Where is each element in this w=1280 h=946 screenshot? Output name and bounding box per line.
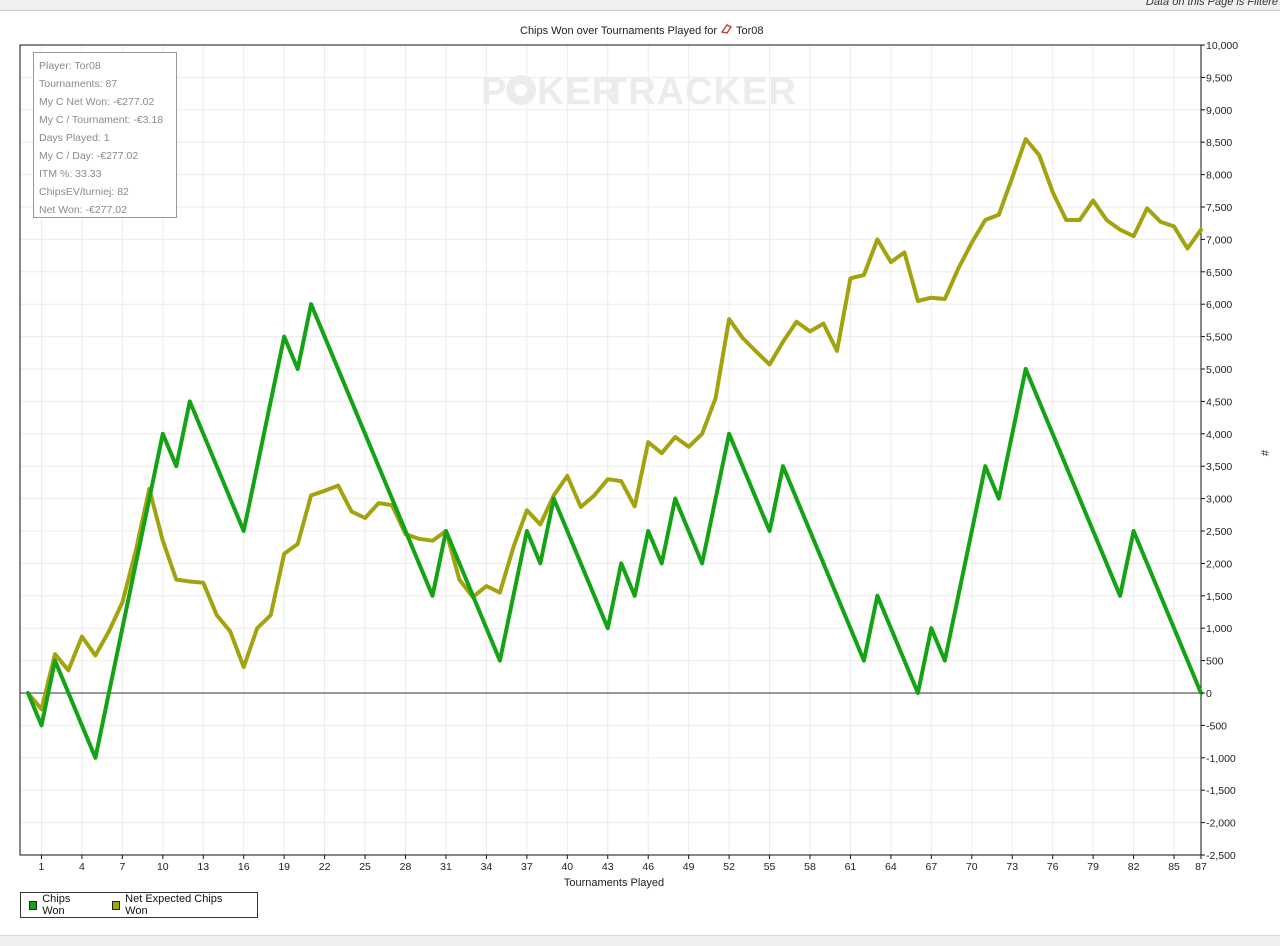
y-tick-label: 0 [1206,688,1212,700]
y-tick-label: 10,000 [1206,40,1238,52]
y-tick-label: 8,500 [1206,137,1232,149]
poker-chip-icon [506,75,536,105]
y-tick-label: 1,500 [1206,591,1232,603]
x-tick-label: 22 [319,861,331,873]
x-tick-label: 79 [1087,861,1099,873]
y-tick-label: 4,500 [1206,396,1232,408]
x-tick-label: 10 [157,861,169,873]
y-axis: 10,000 9,500 9,000 8,500 8,000 7,500 7,000 6,50… [1201,40,1238,862]
x-tick-label: 25 [359,861,371,873]
series-chips-won-line [26,302,1203,760]
x-tick-label: 37 [521,861,533,873]
legend-label-net-expected: Net Expected Chips Won [125,893,223,917]
stat-per-day: My C / Day: -€277.02 [39,150,139,162]
legend-item-net-expected[interactable]: Net Expected Chips Won [111,893,235,917]
y-tick-label: -1,000 [1206,753,1236,765]
x-tick-label: 28 [400,861,412,873]
y-tick-label: -500 [1206,720,1227,732]
x-tick-label: 64 [885,861,897,873]
y-tick-label: -1,500 [1206,785,1236,797]
stat-chipsev: ChipsEV/turniej: 82 [39,186,129,198]
watermark-right: TRACKER [604,71,797,113]
legend-swatch-chips-won [29,900,38,910]
x-tick-label: 58 [804,861,816,873]
y-tick-label: 5,000 [1206,364,1232,376]
plot-border [19,44,1202,856]
y-tick-label: 2,500 [1206,526,1232,538]
y-tick-label: 3,000 [1206,494,1232,506]
y-tick-label: 7,000 [1206,234,1232,246]
stat-net-won: My C Net Won: -€277.02 [39,96,155,108]
x-tick-label: 82 [1128,861,1140,873]
y-tick-label: 8,000 [1206,170,1232,182]
x-tick-label: 13 [197,861,209,873]
y-tick-label: 9,500 [1206,72,1232,84]
x-tick-label: 52 [723,861,735,873]
x-tick-label: 4 [79,861,85,873]
y-axis-label: # [1258,450,1270,457]
site-icon [720,24,732,34]
stat-player: Player: Tor08 [39,60,101,72]
x-tick-label: 61 [845,861,857,873]
y-tick-label: 7,500 [1206,202,1232,214]
x-tick-label: 67 [926,861,938,873]
x-tick-label: 49 [683,861,695,873]
stat-net-won-total: Net Won: -€277.02 [39,204,127,216]
chart-title: Chips Won over Tournaments Played for [520,25,717,37]
x-tick-label: 34 [481,861,493,873]
x-tick-label: 19 [278,861,290,873]
y-tick-label: 4,000 [1206,429,1232,441]
top-toolbar: Data on this Page is Filtere [0,0,1280,11]
x-tick-label: 1 [39,861,45,873]
player-stats-box: Player: Tor08 Tournaments: 87 My C Net W… [33,52,177,218]
legend-swatch-net-expected [111,900,121,910]
chart-legend: Chips Won Net Expected Chips Won [20,892,258,918]
x-tick-label: 85 [1168,861,1180,873]
stat-days-played: Days Played: 1 [39,132,110,144]
legend-item-chips-won[interactable]: Chips Won [29,893,90,917]
y-tick-label: 3,500 [1206,461,1232,473]
chart-player-name: Tor08 [736,25,764,37]
x-tick-label: 43 [602,861,614,873]
x-tick-label: 31 [440,861,452,873]
x-tick-label: 73 [1006,861,1018,873]
grid-lines [20,44,1202,856]
x-axis-label: Tournaments Played [564,877,664,889]
x-tick-label: 7 [119,861,125,873]
y-tick-label: 6,000 [1206,299,1232,311]
stat-itm: ITM %: 33.33 [39,168,102,180]
series-net-expected-line [26,137,1203,712]
legend-label-chips-won: Chips Won [42,893,71,917]
y-tick-label: -2,000 [1206,818,1236,830]
x-tick-label: 76 [1047,861,1059,873]
bottom-status-bar [0,935,1280,946]
watermark-left: P [481,71,507,113]
y-tick-label: 1,000 [1206,623,1232,635]
x-tick-label: 87 [1195,861,1207,873]
stat-per-tournament: My C / Tournament: -€3.18 [39,114,164,126]
x-tick-label: 46 [642,861,654,873]
y-tick-label: 500 [1206,656,1224,668]
filter-notice: Data on this Page is Filtere [1145,0,1278,8]
x-axis: 1 4 7 10 13 16 19 22 25 28 31 34 37 40 43 46 49 52 55 58 61 6… [39,855,1207,873]
y-tick-label: 5,500 [1206,332,1232,344]
x-tick-label: 40 [561,861,573,873]
x-tick-label: 55 [764,861,776,873]
x-tick-label: 70 [966,861,978,873]
y-tick-label: -2,500 [1206,850,1236,862]
y-tick-label: 2,000 [1206,558,1232,570]
y-tick-label: 6,500 [1206,267,1232,279]
stat-tournaments: Tournaments: 87 [39,78,118,90]
watermark-mid: KER [537,71,620,113]
pokertracker-watermark: P KER TRACKER [481,71,797,113]
series-lines [26,137,1203,760]
y-tick-label: 9,000 [1206,105,1232,117]
x-tick-label: 16 [238,861,250,873]
